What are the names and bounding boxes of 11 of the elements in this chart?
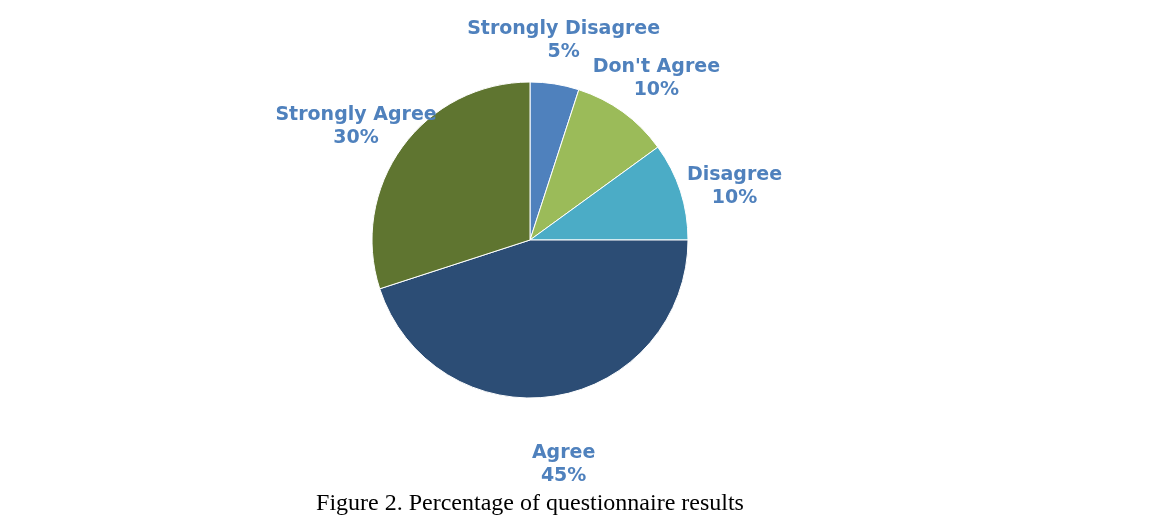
- slice-label: Agree: [531, 440, 596, 463]
- text: Figure 2. Percentage of questionnaire results: [316, 489, 744, 516]
- slice-label: Strongly Agree: [275, 101, 437, 124]
- data-label: 30%: [333, 124, 379, 147]
- data-label: 10%: [711, 184, 758, 207]
- data-label: 45%: [540, 463, 587, 486]
- slice-label: Strongly Disagree: [467, 15, 661, 38]
- data-label: 10%: [633, 77, 680, 100]
- slice-label: Disagree: [686, 161, 783, 184]
- data-label: 5%: [547, 38, 580, 61]
- slice-label: Don't Agree: [592, 54, 721, 77]
